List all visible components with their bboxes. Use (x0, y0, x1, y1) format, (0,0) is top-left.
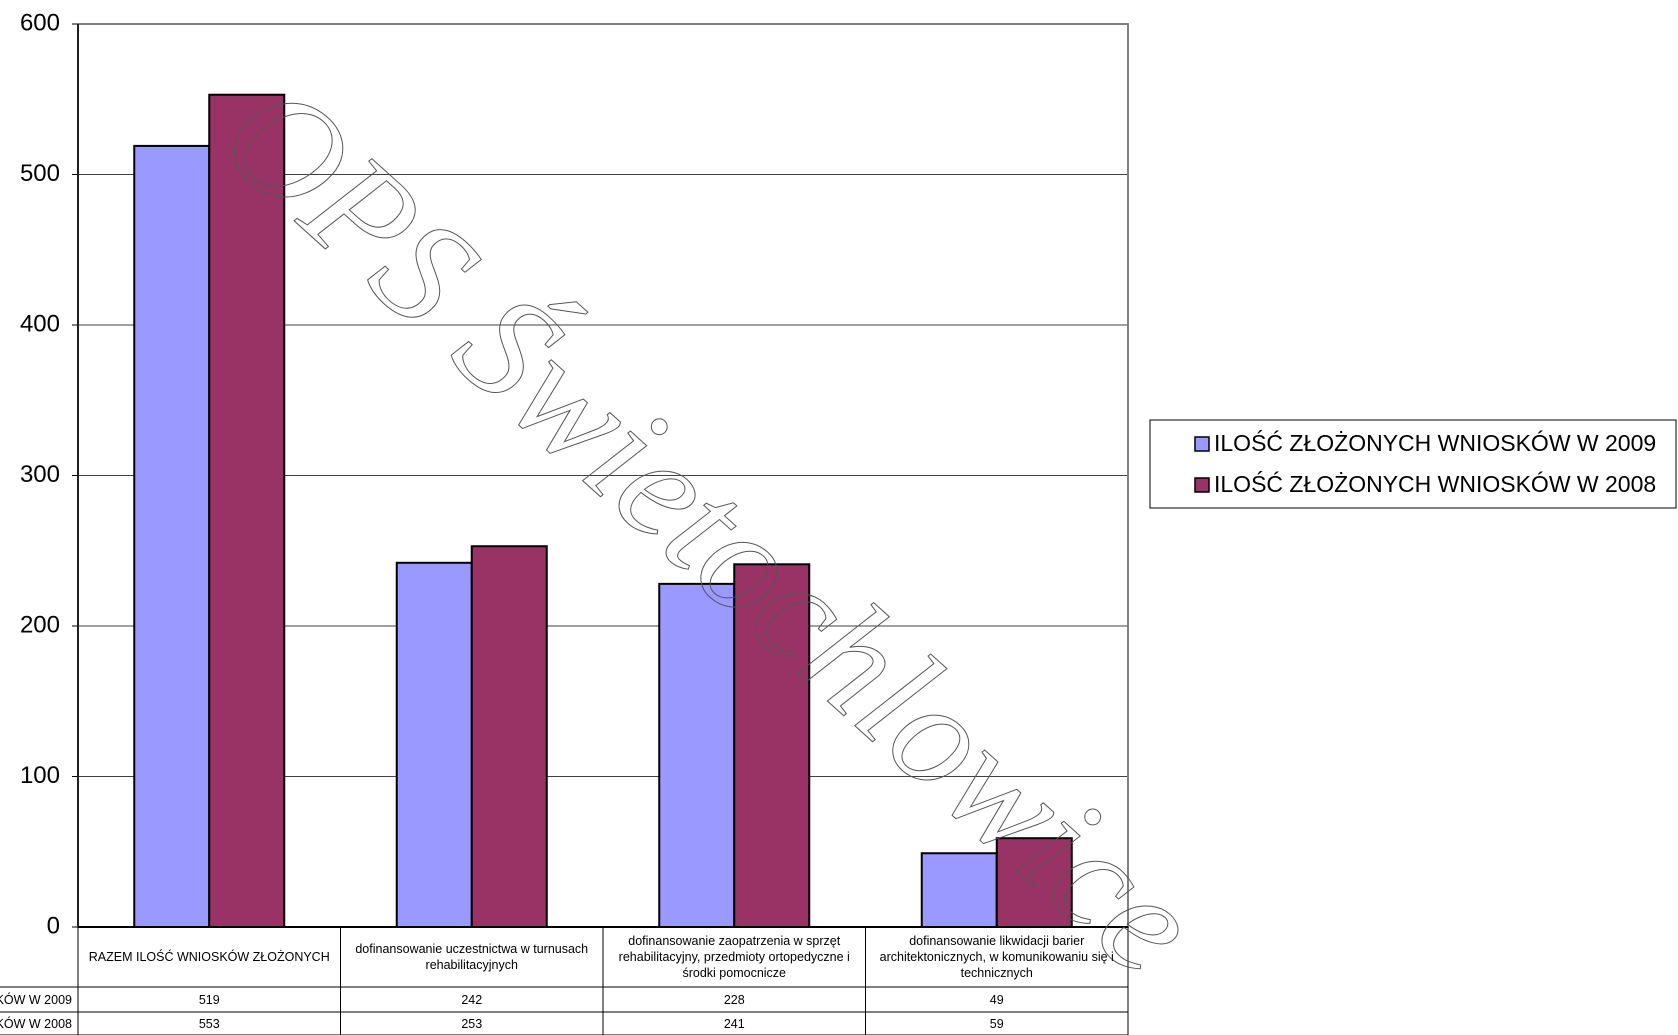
y-tick-label: 200 (20, 611, 60, 638)
bar (208, 93, 286, 929)
y-tick-label: 0 (47, 912, 60, 939)
y-tick-label: 400 (20, 310, 60, 337)
x-tick-label: RAZEM ILOŚĆ WNIOSKÓW ZŁOŻONYCH (88, 950, 330, 964)
bar (470, 545, 548, 928)
legend-box (1149, 419, 1677, 509)
table-value: 228 (723, 992, 745, 1007)
row-label: ILOŚĆ ZŁOŻONYCH WNIOSKÓW W 2008 (0, 1016, 72, 1031)
bar (133, 144, 211, 928)
y-tick-label: 100 (20, 762, 60, 789)
y-tick-label: 500 (20, 160, 60, 187)
bar (920, 852, 998, 929)
x-tick-label: dofinansowanie uczestnictwa w turnusach … (355, 942, 589, 972)
legend-swatch (1194, 477, 1210, 493)
table-row-header: ILOŚĆ ZŁOŻONYCH WNIOSKÓW W 2009 (0, 987, 78, 1012)
table-value: 242 (461, 992, 483, 1007)
table-value: 519 (198, 992, 220, 1007)
legend-label: ILOŚĆ ZŁOŻONYCH WNIOSKÓW W 2008 (1214, 470, 1656, 497)
bar (995, 837, 1073, 929)
row-label: ILOŚĆ ZŁOŻONYCH WNIOSKÓW W 2009 (0, 992, 72, 1007)
bar (733, 563, 811, 928)
legend-label: ILOŚĆ ZŁOŻONYCH WNIOSKÓW W 2009 (1214, 429, 1656, 456)
bar (395, 561, 473, 928)
table-value: 553 (198, 1016, 220, 1031)
x-tick-label: dofinansowanie likwidacji barier archite… (879, 934, 1114, 980)
legend-swatch (1194, 436, 1210, 452)
x-tick-label: dofinansowanie zaopatrzenia w sprzęt reh… (618, 934, 850, 980)
table-value: 59 (989, 1016, 1004, 1031)
y-tick-label: 300 (20, 461, 60, 488)
table-value: 253 (461, 1016, 483, 1031)
y-tick-label: 600 (20, 9, 60, 36)
table-value: 241 (723, 1016, 745, 1031)
table-row-header: ILOŚĆ ZŁOŻONYCH WNIOSKÓW W 2008 (0, 1012, 78, 1035)
table-value: 49 (989, 992, 1004, 1007)
